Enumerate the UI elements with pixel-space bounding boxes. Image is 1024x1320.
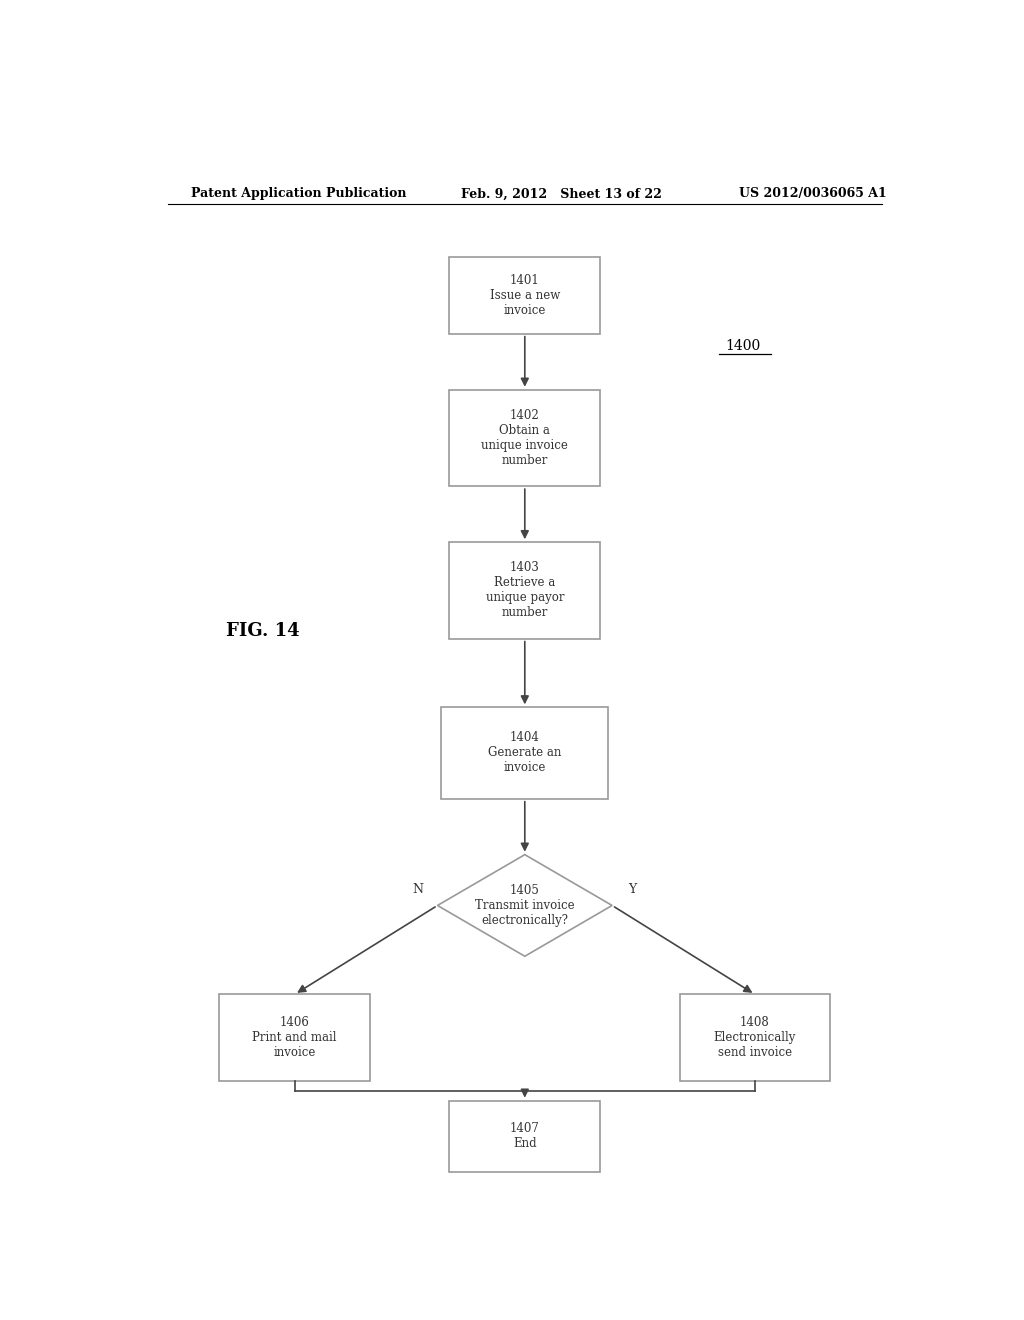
- Text: 1406
Print and mail
invoice: 1406 Print and mail invoice: [252, 1016, 337, 1059]
- Text: Y: Y: [628, 883, 636, 896]
- Text: 1405
Transmit invoice
electronically?: 1405 Transmit invoice electronically?: [475, 884, 574, 927]
- Text: Feb. 9, 2012   Sheet 13 of 22: Feb. 9, 2012 Sheet 13 of 22: [461, 187, 663, 201]
- Text: 1407
End: 1407 End: [510, 1122, 540, 1150]
- Text: US 2012/0036065 A1: US 2012/0036065 A1: [739, 187, 887, 201]
- Text: 1401
Issue a new
invoice: 1401 Issue a new invoice: [489, 275, 560, 317]
- FancyBboxPatch shape: [450, 1101, 600, 1172]
- FancyBboxPatch shape: [450, 257, 600, 334]
- Text: 1402
Obtain a
unique invoice
number: 1402 Obtain a unique invoice number: [481, 409, 568, 467]
- Text: N: N: [413, 883, 423, 896]
- FancyBboxPatch shape: [450, 543, 600, 639]
- Polygon shape: [437, 854, 612, 956]
- Text: 1400: 1400: [725, 339, 761, 354]
- Text: Patent Application Publication: Patent Application Publication: [191, 187, 407, 201]
- FancyBboxPatch shape: [219, 994, 370, 1081]
- Text: FIG. 14: FIG. 14: [226, 622, 300, 640]
- Text: 1404
Generate an
invoice: 1404 Generate an invoice: [488, 731, 561, 775]
- Text: 1403
Retrieve a
unique payor
number: 1403 Retrieve a unique payor number: [485, 561, 564, 619]
- FancyBboxPatch shape: [441, 708, 608, 799]
- FancyBboxPatch shape: [450, 389, 600, 486]
- Text: 1408
Electronically
send invoice: 1408 Electronically send invoice: [714, 1016, 796, 1059]
- FancyBboxPatch shape: [680, 994, 830, 1081]
